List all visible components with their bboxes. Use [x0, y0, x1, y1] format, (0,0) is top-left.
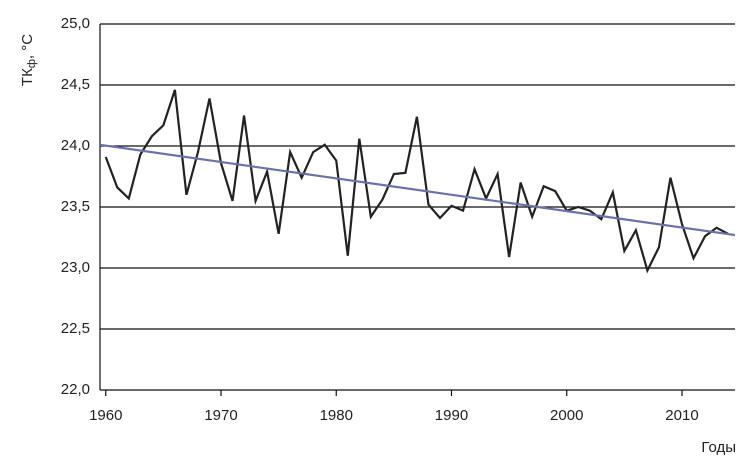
y-tick-label: 25,0: [61, 15, 90, 32]
x-tick-label: 1970: [204, 407, 237, 424]
x-tick-label: 1980: [320, 407, 353, 424]
y-tick-label: 23,0: [61, 259, 90, 276]
y-tick-label: 24,5: [61, 76, 90, 93]
y-tick-label: 24,0: [61, 137, 90, 154]
trend-line: [99, 143, 736, 237]
x-tick-label: 2000: [550, 407, 583, 424]
x-tick-label: 2010: [665, 407, 698, 424]
x-tick-label: 1990: [435, 407, 468, 424]
y-label-sub: ф: [26, 59, 38, 68]
y-tick-label: 23,5: [61, 198, 90, 215]
x-axis-label: Годы: [701, 439, 736, 456]
y-tick-label: 22,0: [61, 381, 90, 398]
x-tick-label: 1960: [89, 407, 122, 424]
data-line: [104, 89, 729, 274]
y-label-main: ТК: [19, 68, 36, 86]
y-axis-label: ТКф, °С: [19, 34, 38, 86]
y-label-rest: , °С: [19, 34, 36, 59]
y-tick-label: 22,5: [61, 320, 90, 337]
